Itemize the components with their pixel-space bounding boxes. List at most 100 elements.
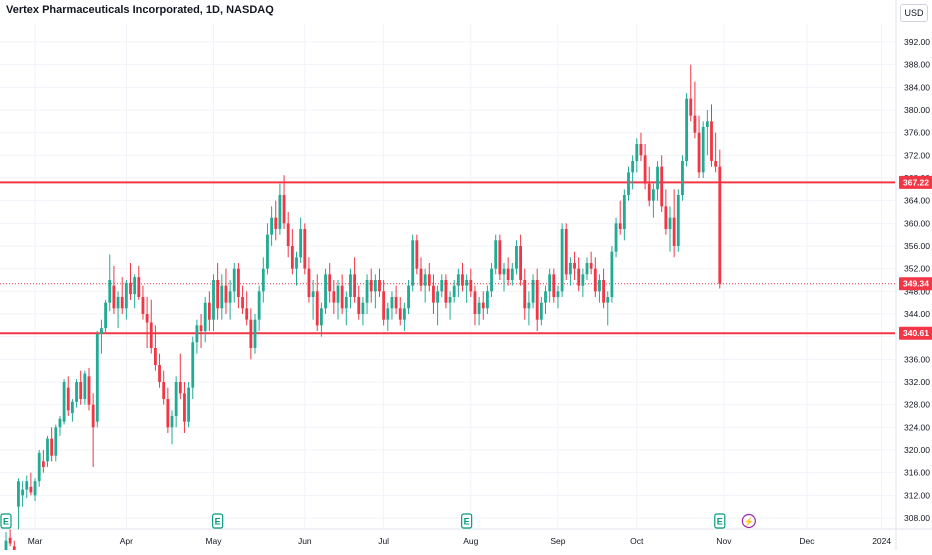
- candle: [236, 263, 240, 309]
- candle-body: [66, 387, 70, 411]
- candle: [473, 285, 477, 326]
- candle: [539, 297, 543, 326]
- x-tick-label: May: [205, 536, 222, 546]
- candle-body: [8, 537, 12, 544]
- candle-body: [187, 387, 191, 422]
- horizontal-levels: [0, 181, 895, 335]
- candle-body: [46, 438, 49, 462]
- candle: [87, 367, 91, 411]
- event-markers[interactable]: E E E E ⚡: [0, 513, 756, 529]
- candle: [373, 274, 377, 309]
- candle: [627, 166, 630, 201]
- candle-body: [37, 452, 41, 482]
- candle: [589, 251, 593, 275]
- candle-body: [498, 240, 502, 275]
- candle-body: [664, 206, 668, 229]
- candle: [153, 325, 157, 371]
- candle-body: [236, 268, 240, 297]
- candle-body: [618, 223, 622, 229]
- candle: [369, 268, 373, 303]
- earnings-icon[interactable]: E: [461, 513, 473, 529]
- candle: [705, 110, 709, 156]
- candle-body: [598, 280, 601, 292]
- candle: [444, 274, 448, 309]
- lightning-icon[interactable]: ⚡: [741, 513, 756, 529]
- candle-body: [21, 489, 25, 496]
- candle: [585, 257, 589, 280]
- candle: [651, 183, 655, 218]
- candle: [556, 285, 560, 309]
- candle: [224, 268, 228, 314]
- candle-body: [170, 416, 174, 428]
- candle: [357, 285, 361, 320]
- candle: [270, 206, 274, 246]
- time-axis[interactable]: Mar Apr May Jun Jul Aug Sep Oct Nov Dec 2024: [28, 536, 892, 546]
- candle-body: [319, 308, 323, 326]
- currency-button[interactable]: USD: [900, 4, 928, 22]
- earnings-icon[interactable]: E: [212, 513, 224, 529]
- candle: [50, 427, 54, 462]
- candle: [112, 265, 116, 314]
- earnings-icon[interactable]: E: [0, 513, 12, 529]
- candle: [535, 268, 539, 331]
- price-tags: 367.22 340.61 349.34: [899, 175, 932, 340]
- candle: [622, 189, 626, 241]
- x-tick-label: Sep: [550, 536, 565, 546]
- candle: [693, 81, 697, 139]
- candle-body: [668, 217, 672, 229]
- candle-body: [54, 427, 58, 456]
- candle: [174, 376, 178, 428]
- candle: [631, 155, 635, 190]
- candle-body: [585, 263, 589, 275]
- candle-body: [278, 195, 282, 229]
- candle: [37, 450, 41, 487]
- candle-body: [91, 404, 95, 428]
- candle-body: [207, 302, 211, 320]
- y-tick-label: 392.00: [904, 37, 930, 47]
- candle: [668, 206, 672, 252]
- candle-body: [573, 263, 576, 269]
- candle-body: [282, 195, 286, 224]
- candle: [639, 132, 643, 161]
- candle-body: [402, 308, 406, 320]
- earnings-icon[interactable]: E: [714, 513, 726, 529]
- x-tick-label: Jun: [298, 536, 312, 546]
- candle: [183, 382, 186, 433]
- candle-body: [535, 280, 539, 320]
- candle-body: [17, 481, 20, 507]
- y-tick-label: 328.00: [904, 400, 930, 410]
- candle: [203, 297, 207, 343]
- candle: [274, 200, 278, 241]
- candle-body: [212, 280, 215, 320]
- candle-body: [249, 319, 253, 348]
- candle: [577, 257, 581, 292]
- candle: [660, 155, 664, 212]
- candle-body: [257, 291, 261, 320]
- candle-body: [232, 268, 236, 292]
- candle: [29, 472, 33, 496]
- candle: [614, 217, 618, 258]
- candle: [427, 263, 431, 292]
- candle-body: [448, 297, 452, 303]
- candle: [672, 189, 676, 258]
- candle: [33, 478, 37, 501]
- x-tick-label: Aug: [463, 536, 478, 546]
- y-tick-label: 336.00: [904, 354, 930, 364]
- candle-body: [602, 280, 606, 303]
- candle-body: [676, 195, 680, 246]
- candle: [12, 540, 16, 555]
- candle-body: [328, 274, 332, 292]
- candle: [510, 263, 514, 286]
- candle-body: [689, 98, 693, 116]
- candle: [232, 263, 236, 303]
- candle-body: [647, 183, 651, 201]
- candle: [498, 234, 502, 280]
- candle: [477, 297, 481, 326]
- candle: [602, 268, 606, 309]
- candle: [398, 297, 402, 326]
- candle-body: [183, 393, 186, 422]
- candle-body: [635, 144, 639, 161]
